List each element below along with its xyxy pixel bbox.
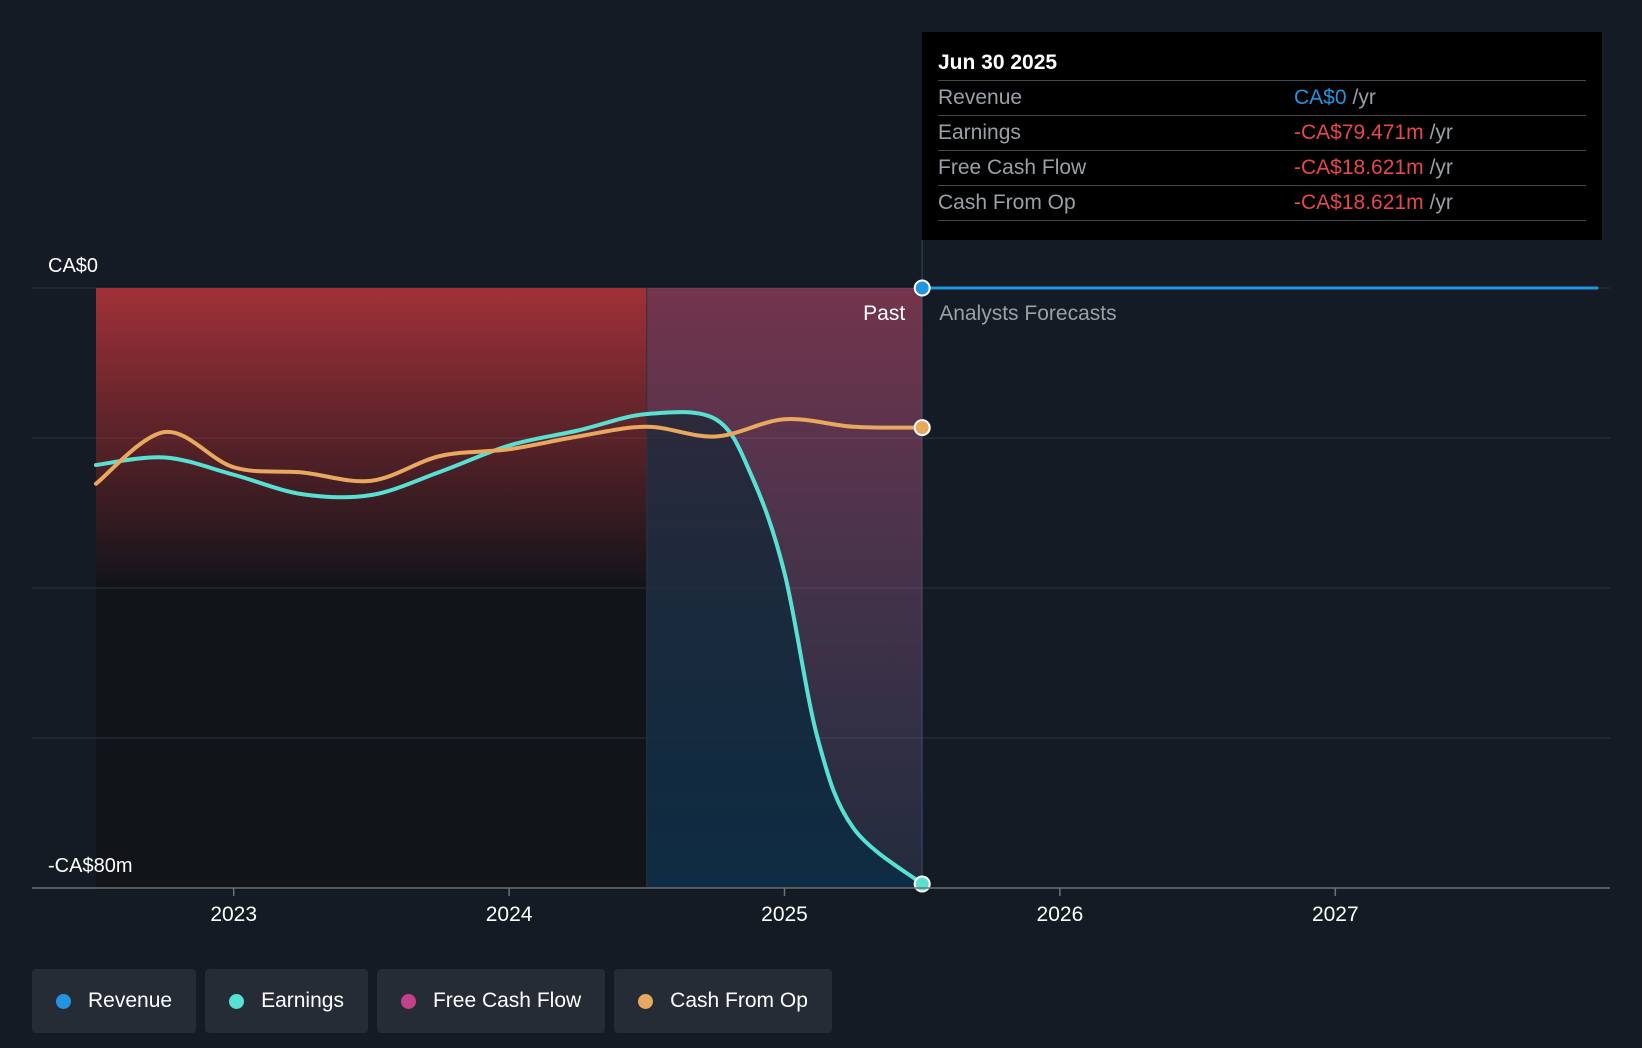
x-tick-label: 2023 (210, 903, 257, 926)
tooltip-unit: /yr (1429, 191, 1453, 214)
tooltip-unit: /yr (1352, 86, 1376, 109)
legend-label: Free Cash Flow (432, 989, 582, 1012)
legend-label: Revenue (88, 989, 173, 1012)
x-tick-label: 2027 (1312, 903, 1359, 926)
tooltip-value: -CA$18.621m (1294, 156, 1424, 179)
tooltip-unit: /yr (1429, 156, 1453, 179)
x-tick-label: 2025 (761, 903, 808, 926)
tooltip-row-cash-from-op: Cash From Op -CA$18.621m /yr (938, 186, 1586, 221)
tooltip-row-earnings: Earnings -CA$79.471m /yr (938, 116, 1586, 151)
tooltip-label: Cash From Op (938, 191, 1076, 214)
legend-label: Earnings (261, 989, 344, 1012)
y-label-top: CA$0 (48, 255, 98, 277)
tooltip-value: -CA$79.471m (1294, 121, 1424, 144)
legend-dot-icon (400, 993, 416, 1009)
tooltip-label: Earnings (938, 121, 1021, 144)
tooltip-row-revenue: Revenue CA$0 /yr (938, 81, 1586, 116)
tooltip-row-free-cash-flow: Free Cash Flow -CA$18.621m /yr (938, 151, 1586, 186)
tooltip-value: -CA$18.621m (1294, 191, 1424, 214)
legend-dot-icon (638, 993, 654, 1009)
tooltip: Jun 30 2025 Revenue CA$0 /yr Earnings -C… (922, 32, 1602, 240)
legend-item-cash-from-op[interactable]: Cash From Op (614, 969, 832, 1033)
earnings-line (94, 410, 925, 887)
past-label: Past (863, 302, 905, 325)
tooltip-unit: /yr (1429, 121, 1453, 144)
tooltip-value: CA$0 (1294, 86, 1347, 109)
tooltip-label: Free Cash Flow (938, 156, 1087, 179)
legend-dot-icon (56, 993, 71, 1009)
legend-item-free-cash-flow[interactable]: Free Cash Flow (376, 969, 606, 1033)
cash-from-op-marker (913, 419, 931, 437)
legend-dot-icon (229, 993, 245, 1009)
tooltip-label: Revenue (938, 86, 1023, 109)
legend-label: Cash From Op (670, 989, 808, 1012)
x-tick-label: 2026 (1037, 903, 1084, 926)
earnings-area (646, 413, 922, 888)
x-tick-label: 2024 (486, 903, 533, 926)
y-label-bottom: -CA$80m (48, 855, 132, 877)
legend-item-revenue[interactable]: Revenue (32, 969, 197, 1033)
legend: Revenue Earnings Free Cash Flow Cash Fro… (32, 969, 832, 1033)
cash-from-op-line (94, 417, 925, 486)
forecast-label: Analysts Forecasts (939, 302, 1116, 325)
legend-item-earnings[interactable]: Earnings (205, 969, 368, 1033)
earnings-marker (913, 875, 931, 893)
revenue-marker (913, 279, 931, 297)
tooltip-date: Jun 30 2025 (938, 46, 1586, 81)
